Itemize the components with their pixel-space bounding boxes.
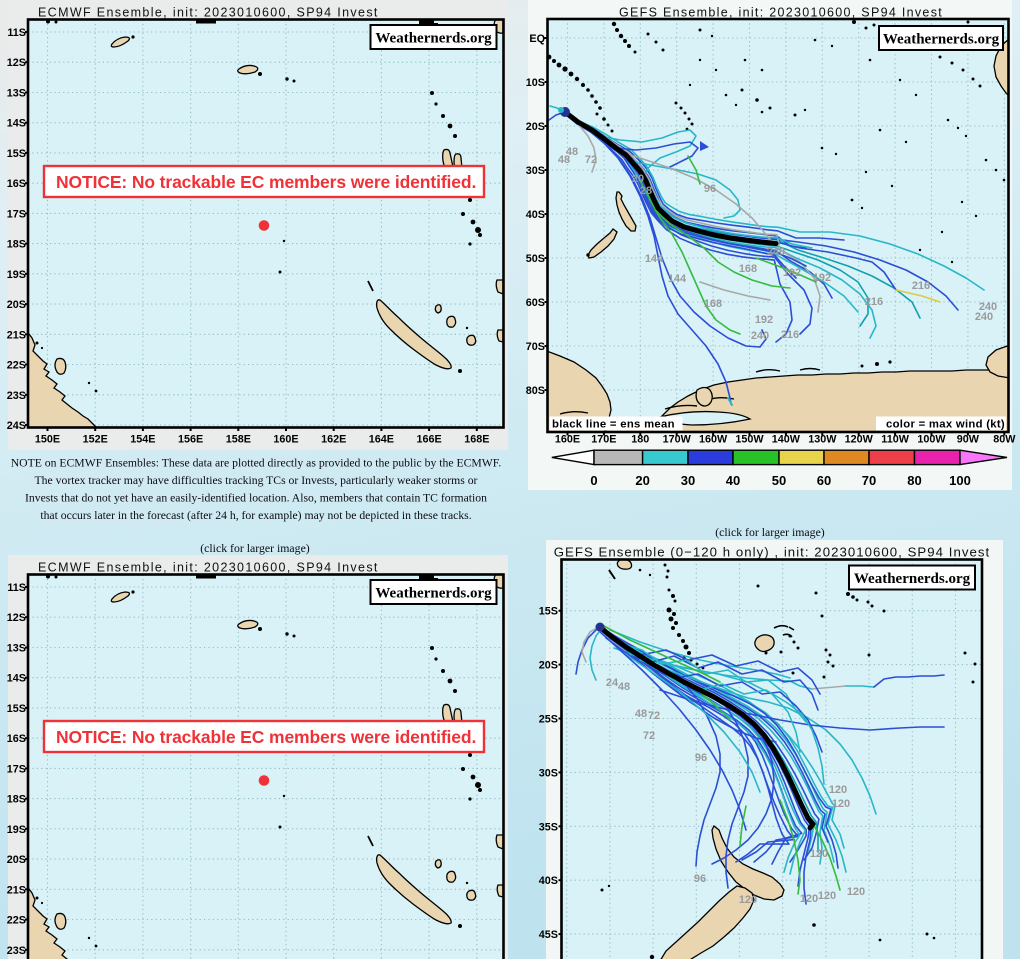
svg-text:80: 80 (907, 473, 921, 488)
svg-text:25S: 25S (539, 714, 558, 726)
svg-text:72: 72 (585, 154, 597, 166)
svg-text:45S: 45S (539, 929, 558, 941)
svg-text:70S: 70S (526, 341, 545, 353)
svg-text:Invests that do not yet have a: Invests that do not yet have an easily-i… (25, 492, 487, 505)
svg-text:30: 30 (681, 473, 695, 488)
svg-text:40S: 40S (526, 209, 545, 221)
svg-text:0: 0 (590, 473, 597, 488)
svg-text:(click for larger image): (click for larger image) (200, 541, 310, 555)
svg-text:240: 240 (751, 330, 769, 342)
svg-text:(click for larger image): (click for larger image) (715, 525, 825, 539)
svg-text:120: 120 (818, 890, 836, 902)
svg-text:30S: 30S (526, 165, 545, 177)
svg-text:40: 40 (726, 473, 740, 488)
svg-text:20: 20 (635, 473, 649, 488)
svg-text:48: 48 (566, 146, 578, 158)
svg-text:Weathernerds.org: Weathernerds.org (854, 571, 971, 587)
svg-text:192: 192 (783, 267, 801, 279)
svg-text:30S: 30S (539, 767, 558, 779)
svg-text:48: 48 (618, 681, 630, 693)
svg-text:110W: 110W (881, 434, 909, 446)
svg-text:120: 120 (847, 886, 865, 898)
svg-text:60: 60 (817, 473, 831, 488)
svg-text:96: 96 (694, 873, 706, 885)
svg-text:216: 216 (865, 296, 883, 308)
svg-text:15S: 15S (539, 606, 558, 618)
svg-text:The vortex tracker may have di: The vortex tracker may have difficulties… (35, 474, 478, 487)
svg-text:170W: 170W (663, 434, 692, 446)
svg-text:72: 72 (648, 710, 660, 722)
svg-text:120: 120 (739, 894, 757, 906)
svg-text:70: 70 (862, 473, 876, 488)
svg-text:180: 180 (631, 434, 649, 446)
svg-text:140W: 140W (772, 434, 801, 446)
svg-text:24: 24 (606, 677, 619, 689)
svg-text:80W: 80W (993, 434, 1016, 446)
svg-text:48: 48 (635, 708, 647, 720)
svg-text:NOTE on ECMWF Ensembles: These: NOTE on ECMWF Ensembles: These data are … (11, 457, 502, 470)
svg-text:240: 240 (767, 246, 785, 258)
svg-text:150W: 150W (735, 434, 764, 446)
svg-text:100W: 100W (917, 434, 946, 446)
svg-text:35S: 35S (539, 821, 558, 833)
svg-text:28: 28 (640, 185, 652, 197)
svg-text:black line = ens mean: black line = ens mean (552, 419, 675, 431)
svg-text:192: 192 (755, 314, 773, 326)
svg-text:48: 48 (558, 154, 570, 166)
svg-text:170E: 170E (591, 434, 616, 446)
svg-text:20S: 20S (539, 660, 558, 672)
svg-text:72: 72 (643, 730, 655, 742)
svg-text:120: 120 (832, 798, 850, 810)
svg-text:96: 96 (695, 752, 707, 764)
svg-text:160E: 160E (555, 434, 580, 446)
svg-text:that occurs later in the forec: that occurs later in the forecast (after… (40, 509, 471, 522)
svg-text:216: 216 (781, 329, 799, 341)
svg-text:144: 144 (668, 273, 687, 285)
svg-text:50S: 50S (526, 253, 545, 265)
svg-text:90W: 90W (957, 434, 980, 446)
svg-text:50: 50 (772, 473, 786, 488)
svg-text:192: 192 (813, 272, 831, 284)
svg-text:Weathernerds.org: Weathernerds.org (883, 32, 1000, 48)
svg-text:168: 168 (739, 263, 757, 275)
svg-text:120: 120 (810, 848, 828, 860)
svg-text:216: 216 (912, 280, 930, 292)
svg-text:120: 120 (800, 893, 818, 905)
svg-text:80S: 80S (526, 385, 545, 397)
svg-text:120: 120 (829, 784, 847, 796)
svg-text:160W: 160W (699, 434, 728, 446)
svg-text:GEFS Ensemble (0−120 h only) ,: GEFS Ensemble (0−120 h only) , init: 202… (554, 545, 991, 560)
svg-text:130W: 130W (808, 434, 837, 446)
svg-text:144: 144 (645, 253, 664, 265)
svg-text:60S: 60S (526, 297, 545, 309)
svg-text:168: 168 (704, 298, 722, 310)
svg-text:40S: 40S (539, 875, 558, 887)
svg-text:GEFS Ensemble, init: 202301060: GEFS Ensemble, init: 2023010600, SP94 In… (619, 6, 943, 20)
svg-text:240: 240 (979, 301, 997, 313)
svg-text:96: 96 (704, 183, 716, 195)
svg-text:EQ: EQ (529, 33, 545, 45)
svg-text:100: 100 (949, 473, 971, 488)
svg-text:color = max wind (kt): color = max wind (kt) (886, 419, 1005, 431)
svg-text:240: 240 (975, 311, 993, 323)
svg-text:10S: 10S (526, 77, 545, 89)
svg-text:120W: 120W (845, 434, 874, 446)
svg-text:20: 20 (632, 173, 644, 185)
svg-text:20S: 20S (526, 121, 545, 133)
